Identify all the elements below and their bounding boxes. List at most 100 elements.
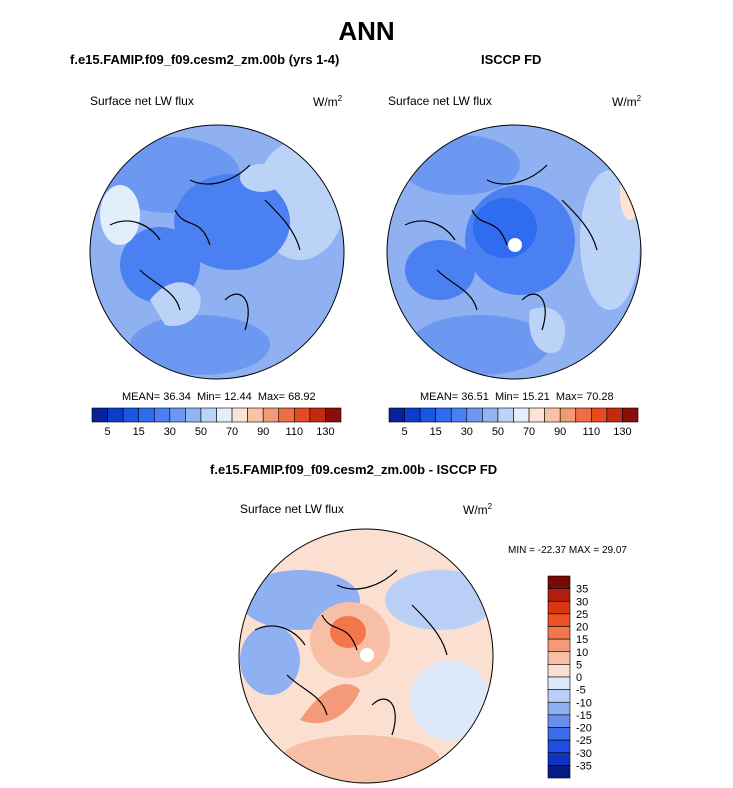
panel-1-units: W/m2 (313, 94, 343, 109)
panel-1-colorbar-box (309, 407, 326, 423)
panel-3-colorbar-box (547, 613, 571, 627)
panel-1-colorbar-tick: 130 (316, 426, 334, 438)
panel-3-colorbar-tick: 30 (576, 596, 588, 608)
panel-3-region-siberia-cool (385, 570, 493, 630)
panel-1-region-labrador (150, 282, 201, 326)
panel-3-units: W/m2 (463, 502, 493, 517)
panel-1-colorbar-box (200, 407, 217, 423)
panel-3-stats: MIN = -22.37 MAX = 29.07 (508, 545, 627, 556)
panel-3-colorbar-box (547, 664, 571, 678)
panel-3-colorbar-box (547, 600, 571, 615)
panel-3-region-greenland-warm (300, 684, 360, 724)
panel-1-colorbar-box (325, 407, 342, 423)
panel-3-colorbar-box (547, 651, 571, 665)
panel-2-region-north-atlantic (410, 315, 550, 375)
panel-1-colorbar-box (138, 407, 155, 423)
panel-2-region-warm-edge (620, 170, 640, 220)
panel-1-region-north-atlantic (130, 315, 270, 375)
panel-2-colorbar-tick: 15 (430, 426, 442, 438)
panel-2-colorbar-box (622, 407, 639, 423)
panel-1-map-border (89, 124, 345, 380)
panel-2-map (386, 124, 642, 380)
panel-1-stats: MEAN= 36.34 Min= 12.44 Max= 68.92 (122, 391, 316, 403)
panel-1-region-siberia-light (240, 164, 284, 192)
panel-3-colorbar-box (547, 676, 571, 690)
panel-2-colorbar-box (591, 407, 608, 423)
panel-2-units: W/m2 (612, 94, 642, 109)
panel-1-colorbar-box (231, 407, 248, 423)
panel-3-colorbar-box (547, 701, 571, 716)
panel-2-colorbar-tick: 5 (402, 426, 408, 438)
panel-3-pole-hole (360, 648, 374, 662)
panel-1-coastlines (109, 164, 301, 331)
panel-1-colorbar-box (185, 407, 202, 423)
panel-1-region-arctic (174, 174, 290, 270)
panel-3-colorbar-tick: -30 (576, 748, 592, 760)
panel-1-colorbar-box (91, 407, 108, 423)
panel-1-title: f.e15.FAMIP.f09_f09.cesm2_zm.00b (yrs 1-… (70, 52, 340, 67)
panel-1-colorbar-tick: 15 (133, 426, 145, 438)
panel-3-colorbar-tick: -35 (576, 760, 592, 772)
panel-2-colorbar-box (606, 407, 623, 423)
panel-3-region-arctic-hot (330, 616, 366, 648)
panel-2-colorbar-tick: 30 (461, 426, 473, 438)
panel-2-colorbar-tick: 130 (613, 426, 631, 438)
panel-2-colorbar-box (528, 407, 545, 423)
panel-3-colorbar-tick: 5 (576, 659, 582, 671)
panel-1-colorbar-box (107, 407, 124, 423)
panel-1-colorbar-box (294, 407, 311, 423)
panel-2-colorbar-box (435, 407, 452, 423)
panel-2-region-atlantic-east (580, 170, 640, 310)
panel-1-colorbar-box (278, 407, 295, 423)
panel-3-colorbar-tick: 25 (576, 609, 588, 621)
panel-2-region-scandinavia (529, 307, 566, 354)
panel-1-colorbar-box (262, 407, 280, 423)
panel-2-colorbar-box (513, 407, 530, 423)
panel-2-colorbar-tick: 70 (523, 426, 535, 438)
panel-2-region-pacific (400, 135, 520, 195)
panel-3-map (238, 528, 494, 784)
panel-2-map-border (386, 124, 642, 380)
panel-2-colorbar-tick: 90 (554, 426, 566, 438)
panel-3-colorbar-box (547, 739, 571, 754)
panel-3-region-europe-neutral (410, 660, 490, 740)
panel-3-region-alaska-cool (240, 625, 300, 695)
panel-3-colorbar-box (547, 752, 571, 766)
panel-2-variable: Surface net LW flux (388, 94, 492, 108)
panel-3-colorbar-tick: 10 (576, 647, 588, 659)
panel-3-colorbar-tick: 35 (576, 584, 588, 596)
panel-3-region-atlantic-warm (280, 735, 440, 783)
panel-1-colorbar-box (153, 407, 171, 423)
panel-1-colorbar-tick: 30 (164, 426, 176, 438)
panel-1-map (89, 124, 345, 380)
panel-3-colorbar-box (547, 727, 571, 741)
panel-2-region-greenland (405, 240, 475, 300)
panel-3-colorbar-tick: -20 (576, 723, 592, 735)
panel-3-coastlines (254, 569, 448, 736)
panel-2-coastlines (404, 164, 598, 331)
panel-3-colorbar-tick: 20 (576, 622, 588, 634)
panel-2-stats: MEAN= 36.51 Min= 15.21 Max= 70.28 (420, 391, 614, 403)
panel-3-colorbar-box (547, 689, 571, 703)
panel-3-colorbar-box (547, 588, 571, 602)
panel-3-colorbar-box (547, 765, 571, 779)
panel-1-colorbar-tick: 90 (257, 426, 269, 438)
panel-3-colorbar-tick: 15 (576, 634, 588, 646)
panel-2-colorbar-box (466, 407, 483, 423)
panel-2-colorbar-box (559, 407, 577, 423)
panel-3-colorbar-tick: 0 (576, 672, 582, 684)
panel-1-colorbar: 5 15 30 50 70 90 110 130 (91, 407, 342, 438)
panel-3-map-border (238, 528, 494, 784)
panel-1-colorbar-tick: 5 (105, 426, 111, 438)
panel-2-region-arctic-core (473, 198, 537, 258)
panel-1-colorbar-tick: 50 (195, 426, 207, 438)
panel-1-colorbar-box (169, 407, 186, 423)
panel-2-colorbar-tick: 110 (583, 426, 601, 438)
panel-2-colorbar-box (450, 407, 468, 423)
panel-1-colorbar-box (122, 407, 139, 423)
panel-1-variable: Surface net LW flux (90, 94, 194, 108)
panel-2-colorbar-box (388, 407, 405, 423)
panel-1-colorbar-box (247, 407, 264, 423)
